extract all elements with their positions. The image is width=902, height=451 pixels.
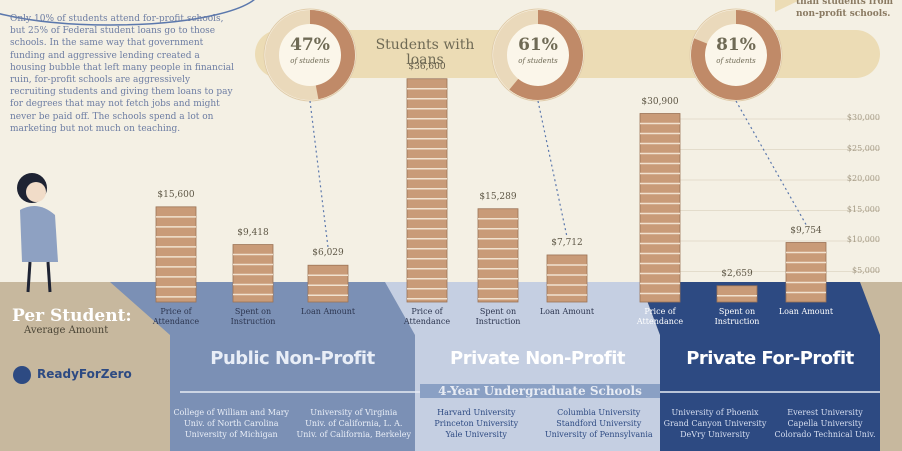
value-label: $2,659 (702, 269, 772, 279)
school-name: Yale University (415, 430, 538, 439)
intro-line: housing bubble that left many people in … (10, 63, 234, 73)
intro-line: recruiting students and giving them loan… (10, 87, 233, 97)
infographic: Only 10% of students attend for-profit s… (0, 0, 902, 451)
x-tick-label: Spent on Instruction (221, 307, 285, 327)
value-label: $15,289 (463, 192, 533, 202)
x-tick-label: Spent on Instruction (466, 307, 530, 327)
intro-line: funding and aggressive lending created a (10, 51, 200, 61)
school-name: Grand Canyon University (660, 419, 770, 428)
y-tick-label: $30,000 (820, 113, 880, 122)
intro-line: but 25% of Federal student loans go to t… (10, 26, 215, 36)
group-name: Private Non-Profit (415, 348, 660, 369)
intro-line: never be paid off. The schools spend a l… (10, 112, 213, 122)
x-tick-label: Loan Amount (296, 307, 360, 317)
school-name: University of Phoenix (660, 408, 770, 417)
school-name: University of Virginia (293, 408, 416, 417)
y-tick-label: $20,000 (820, 174, 880, 183)
brand: ReadyForZero (37, 367, 132, 381)
value-label: $30,900 (625, 97, 695, 107)
school-name: Harvard University (415, 408, 538, 417)
value-label: $7,712 (532, 238, 602, 248)
school-name: Standford University (538, 419, 661, 428)
footer-banner: 4-Year Undergraduate Schools (420, 384, 660, 398)
school-name: DeVry University (660, 430, 770, 439)
per-student-sub: Average Amount (24, 325, 108, 336)
intro-line: Only 10% of students attend for-profit s… (10, 14, 224, 24)
bar (717, 286, 757, 302)
intro-line: marketing but not much on teaching. (10, 124, 180, 134)
intro-line: for degrees that may not fetch jobs and … (10, 99, 220, 109)
loan-share-caption: of students (508, 57, 568, 65)
x-tick-label: Price of Attendance (628, 307, 692, 327)
person (17, 173, 58, 292)
bar (308, 265, 348, 302)
loan-share-caption: of students (706, 57, 766, 65)
school-name: Columbia University (538, 408, 661, 417)
loan-connector (736, 101, 806, 225)
school-name: Capella University (770, 419, 880, 428)
loan-connector (538, 101, 567, 237)
school-name: University of Pennsylvania (538, 430, 661, 439)
per-student: Per Student: (12, 306, 132, 326)
x-tick-label: Price of Attendance (144, 307, 208, 327)
value-label: $9,754 (771, 226, 841, 236)
y-tick-label: $15,000 (820, 205, 880, 214)
loan-share-label: 81% (706, 35, 766, 55)
school-name: Princeton University (415, 419, 538, 428)
value-label: $6,029 (293, 248, 363, 258)
loan-share-label: 47% (280, 35, 340, 55)
loan-share-caption: of students (280, 57, 340, 65)
school-name: College of William and Mary (170, 408, 293, 417)
y-tick-label: $5,000 (820, 266, 880, 275)
loan-share-label: 61% (508, 35, 568, 55)
school-name: Univ. of California, Berkeley (293, 430, 416, 439)
intro-line: ruin, for-profit schools are aggressivel… (10, 75, 190, 85)
brand-icon (13, 366, 31, 384)
bar (233, 245, 273, 302)
bar (156, 207, 196, 302)
note-line: non-profit schools. (796, 9, 890, 19)
x-tick-label: Loan Amount (774, 307, 838, 317)
value-label: $15,600 (141, 190, 211, 200)
loan-connector (310, 101, 328, 247)
school-name: Univ. of California, L. A. (293, 419, 416, 428)
x-tick-label: Spent on Instruction (705, 307, 769, 327)
school-name: Everest University (770, 408, 880, 417)
x-tick-label: Price of Attendance (395, 307, 459, 327)
group-name: Private For-Profit (660, 348, 880, 369)
value-label: $9,418 (218, 228, 288, 238)
group-name: Public Non-Profit (170, 348, 415, 369)
y-tick-label: $10,000 (820, 235, 880, 244)
note-line: than students from (796, 0, 893, 7)
school-name: Colorado Technical Univ. (770, 430, 880, 439)
value-label: $36,600 (392, 62, 462, 72)
y-tick-label: $25,000 (820, 144, 880, 153)
school-name: Univ. of North Carolina (170, 419, 293, 428)
x-tick-label: Loan Amount (535, 307, 599, 317)
school-name: University of Michigan (170, 430, 293, 439)
intro-line: schools. In the same way that government (10, 38, 203, 48)
